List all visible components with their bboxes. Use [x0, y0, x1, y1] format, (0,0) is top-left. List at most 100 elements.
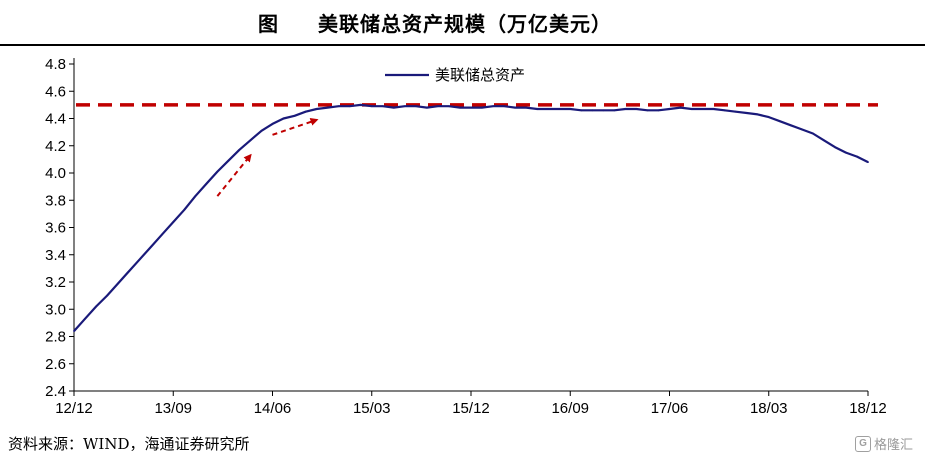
data-point: [359, 103, 362, 106]
data-point: [536, 108, 539, 110]
data-point: [845, 151, 847, 154]
data-point: [646, 109, 649, 112]
x-tick-label: 18/03: [750, 400, 788, 417]
y-tick-label: 3.4: [45, 247, 66, 264]
y-tick-label: 4.8: [45, 56, 66, 73]
watermark: G 格隆汇: [854, 434, 913, 453]
data-point: [106, 294, 108, 297]
x-tick-label: 13/09: [154, 400, 192, 417]
data-point: [834, 146, 836, 149]
title-bar: 图 美联储总资产规模（万亿美元）: [0, 0, 925, 46]
data-point: [723, 109, 726, 112]
trend-arrow: [272, 118, 319, 136]
data-point: [569, 108, 572, 110]
data-point: [580, 109, 583, 112]
data-point: [117, 282, 120, 285]
series-line: [73, 103, 869, 332]
data-point: [260, 129, 263, 132]
data-point: [128, 270, 131, 272]
data-point: [470, 106, 472, 109]
data-point: [437, 105, 439, 108]
data-point: [558, 108, 561, 110]
data-point: [701, 108, 704, 110]
data-point: [448, 105, 450, 108]
data-point: [326, 106, 329, 109]
data-point: [492, 105, 494, 108]
data-point: [150, 245, 153, 248]
data-point: [767, 116, 770, 119]
data-point: [778, 120, 781, 123]
data-point: [459, 106, 461, 109]
data-point: [756, 113, 759, 116]
data-point: [337, 105, 340, 108]
data-point: [525, 106, 528, 109]
data-point: [712, 108, 715, 110]
data-point: [227, 159, 230, 162]
data-point: [84, 317, 86, 320]
data-point: [547, 108, 550, 110]
data-point: [789, 124, 792, 127]
x-tick-label: 12/12: [55, 400, 93, 417]
chart: 2.4 2.6 2.8 3.0 3.2 3.4 3.6 3.8 4.0 4.2 4.4 4.6 4.8 1…: [45, 56, 887, 417]
data-point: [293, 114, 296, 117]
data-point: [679, 106, 682, 109]
x-tick-label: 15/03: [353, 400, 391, 417]
data-point: [183, 208, 186, 211]
source-note: 资料来源：WIND，海通证券研究所: [8, 435, 250, 453]
data-point: [271, 123, 274, 125]
x-tick-label: 18/12: [849, 400, 887, 417]
data-point: [172, 221, 175, 223]
data-point: [205, 183, 208, 185]
data-point: [811, 132, 814, 135]
trend-arrow: [216, 153, 252, 197]
data-point: [867, 161, 869, 163]
data-point: [503, 105, 505, 108]
y-tick-label: 4.6: [45, 83, 66, 100]
y-tick-label: 4.0: [45, 165, 66, 182]
data-point: [238, 148, 241, 151]
data-point: [95, 305, 97, 308]
watermark-logo-icon: G: [854, 435, 871, 452]
data-point: [194, 195, 197, 198]
data-point: [657, 109, 660, 112]
data-point: [800, 128, 803, 131]
y-tick-label: 2.8: [45, 329, 66, 346]
data-point: [690, 108, 693, 110]
y-tick-label: 2.4: [45, 383, 66, 400]
data-point: [635, 108, 638, 110]
x-tick-label: 17/06: [651, 400, 689, 417]
data-point: [282, 117, 285, 120]
data-point: [139, 257, 142, 260]
data-point: [216, 170, 219, 173]
data-point: [514, 106, 517, 109]
data-point: [822, 139, 825, 142]
data-point: [348, 105, 351, 108]
y-tick-label: 3.2: [45, 274, 66, 291]
data-point: [481, 106, 483, 109]
x-tick-label: 15/12: [452, 400, 490, 417]
legend-label: 美联储总资产: [435, 66, 525, 84]
data-point: [304, 110, 307, 113]
y-tick-label: 4.4: [45, 111, 66, 128]
data-point: [370, 105, 373, 108]
data-point: [403, 105, 406, 108]
figure-label: 图: [258, 12, 278, 36]
x-tick-label: 14/06: [254, 400, 292, 417]
y-tick-label: 3.6: [45, 220, 66, 237]
y-tick-label: 4.2: [45, 138, 66, 155]
data-point: [425, 106, 428, 109]
data-point: [624, 108, 627, 110]
chart-title: 美联储总资产规模（万亿美元）: [318, 12, 612, 36]
data-point: [668, 108, 671, 110]
data-point: [73, 330, 75, 332]
data-point: [745, 112, 748, 114]
data-point: [381, 105, 384, 108]
x-tick-label: 16/09: [551, 400, 589, 417]
data-point: [602, 109, 605, 112]
data-point: [591, 109, 594, 112]
data-point: [161, 233, 164, 236]
data-point: [249, 139, 252, 142]
y-tick-label: 2.6: [45, 356, 66, 373]
watermark-text: 格隆汇: [873, 437, 913, 452]
y-tick-label: 3.8: [45, 192, 66, 209]
